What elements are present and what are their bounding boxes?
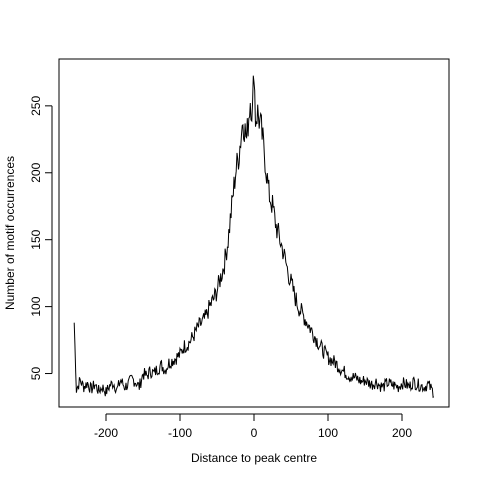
x-tick-label: 0 (251, 426, 258, 440)
plot-frame (58, 58, 450, 408)
x-tick-label: 100 (318, 426, 338, 440)
y-tick-label: 150 (29, 229, 43, 249)
x-tick-label: -200 (94, 426, 118, 440)
series-layer (73, 75, 435, 399)
y-tick-label: 250 (29, 96, 43, 116)
y-axis: 50 100 150 200 250 (29, 96, 53, 381)
y-tick-label: 100 (29, 296, 43, 316)
series-line-0 (73, 75, 435, 399)
y-tick-label: 50 (29, 367, 43, 381)
x-tick-label: 200 (392, 426, 412, 440)
x-axis: -200 -100 0 100 200 (94, 413, 412, 440)
y-axis-label: Number of motif occurrences (3, 156, 17, 310)
x-axis-label: Distance to peak centre (191, 451, 317, 465)
x-tick-label: -100 (168, 426, 192, 440)
y-tick-label: 200 (29, 162, 43, 182)
